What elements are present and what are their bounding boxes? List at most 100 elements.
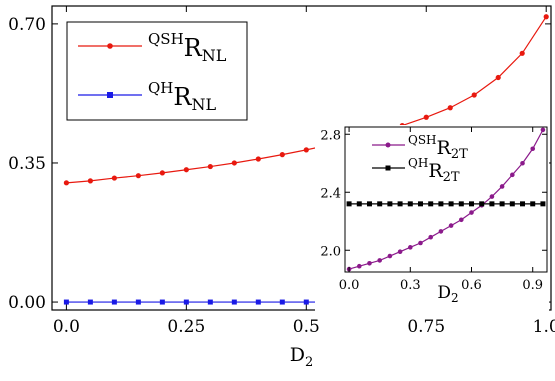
- inset-x-tick-label: 0.3: [400, 278, 421, 293]
- inset-x-axis-label-main: D: [437, 283, 451, 303]
- legend-label-qsh-rnl: QSHRNL: [148, 30, 227, 65]
- inset-series-point-1: [438, 201, 444, 207]
- inset-y-tick-label: 2.4: [320, 186, 341, 201]
- inset-series-point-0: [540, 127, 546, 133]
- main-series-point-0: [543, 14, 549, 20]
- main-series-point-1: [255, 299, 261, 305]
- main-x-tick-label: 1.0: [533, 317, 555, 337]
- inset-series-point-1: [469, 201, 475, 207]
- main-x-tick-label: 0.75: [407, 317, 445, 337]
- main-x-tick-label: 0.0: [53, 317, 80, 337]
- inset-legend-label-qsh-r2t-sub: 2T: [451, 147, 468, 162]
- main-x-tick-label: 0.5: [293, 317, 320, 337]
- inset-series-point-0: [418, 240, 423, 246]
- inset-series-point-1: [377, 201, 383, 207]
- inset-series-point-1: [407, 201, 413, 207]
- inset-x-tick-label: 0.9: [522, 278, 543, 293]
- legend-label-qsh-rnl-main: R: [184, 34, 203, 62]
- main-legend: QSHRNL QHRNL: [66, 21, 248, 121]
- main-series-point-0: [279, 152, 285, 158]
- legend-marker-qh-rnl: [107, 92, 113, 98]
- inset-series-point-0: [387, 253, 393, 259]
- inset-series-point-1: [346, 201, 352, 207]
- main-tick-labels: 0.0 0.25 0.5 0.75 1.0 0.00 0.35 0.70: [8, 15, 555, 337]
- inset-series-point-1: [479, 201, 485, 207]
- inset-legend-marker-qsh-r2t: [385, 142, 391, 148]
- legend-entry-qh-rnl: QHRNL: [78, 79, 216, 114]
- main-series-point-0: [303, 147, 309, 153]
- main-series-point-0: [471, 92, 477, 98]
- inset-series-point-0: [489, 194, 495, 199]
- inset-legend-entry-qsh-r2t: QSHR2T: [372, 133, 468, 162]
- legend-label-qh-rnl-sub: NL: [191, 95, 216, 114]
- inset-series-point-1: [387, 201, 393, 207]
- inset-legend-label-qh-r2t-sub: 2T: [443, 170, 460, 185]
- inset-legend: QSHR2T QHR2T: [372, 133, 468, 185]
- main-series-point-1: [183, 299, 189, 305]
- main-series-point-0: [135, 173, 141, 179]
- inset-axis-ticks: [345, 127, 547, 272]
- main-series-point-0: [183, 167, 189, 173]
- inset-legend-label-qh-r2t-main: R: [428, 160, 443, 182]
- inset-plot-frame: [344, 126, 548, 273]
- main-series-point-1: [231, 299, 237, 305]
- inset-series-point-1: [509, 201, 515, 207]
- main-series-point-0: [495, 74, 501, 81]
- legend-label-qsh-rnl-sup: QSH: [148, 30, 184, 48]
- inset-series-point-0: [510, 172, 515, 178]
- main-series-point-1: [159, 299, 165, 305]
- main-series-point-0: [519, 50, 525, 56]
- inset-series-point-0: [448, 223, 454, 228]
- main-y-tick-label: 0.70: [8, 15, 46, 35]
- inset-series-point-0: [428, 234, 433, 240]
- main-series-point-0: [87, 178, 93, 184]
- main-series-point-1: [63, 299, 69, 305]
- main-series-point-1: [279, 299, 285, 305]
- legend-label-qh-rnl: QHRNL: [148, 79, 216, 114]
- inset-series-point-1: [499, 201, 505, 207]
- inset-plot: 0.0 0.3 0.6 0.92.02.42.8 D2 QSHR2T QHR2T: [315, 125, 549, 318]
- inset-series-point-1: [417, 201, 423, 207]
- inset-x-tick-label: 0.0: [339, 278, 360, 293]
- main-x-axis-label: D2: [290, 344, 314, 370]
- inset-series-point-0: [438, 229, 444, 234]
- inset-series-point-0: [530, 146, 536, 152]
- inset-background: [315, 125, 549, 318]
- inset-series-point-0: [367, 261, 372, 266]
- inset-series-point-1: [489, 201, 495, 207]
- inset-legend-label-qsh-r2t-sup: QSH: [408, 133, 437, 147]
- inset-series-point-0: [356, 263, 362, 269]
- inset-legend-label-qsh-r2t: QSHR2T: [408, 133, 468, 162]
- inset-x-axis-label: D2: [437, 283, 458, 305]
- inset-x-tick-label: 0.6: [461, 278, 482, 293]
- main-series-point-1: [87, 299, 93, 305]
- inset-series-point-1: [520, 201, 526, 207]
- main-y-tick-label: 0.35: [8, 154, 46, 174]
- main-plot-frame: [51, 5, 552, 311]
- inset-series-point-0: [520, 160, 525, 166]
- main-series-point-0: [111, 175, 117, 181]
- inset-y-tick-label: 2.0: [320, 244, 341, 259]
- legend-label-qh-rnl-sup: QH: [148, 79, 173, 97]
- main-x-axis-label-main: D: [290, 344, 305, 366]
- inset-series-point-0: [469, 210, 474, 215]
- inset-series-point-1: [428, 201, 434, 207]
- main-x-axis-label-sub: 2: [305, 355, 313, 370]
- main-series-point-0: [159, 170, 165, 176]
- legend-label-qh-rnl-main: R: [173, 83, 192, 111]
- inset-series-point-0: [499, 184, 505, 189]
- main-series-point-1: [111, 299, 117, 305]
- inset-series-point-1: [356, 201, 362, 207]
- inset-series-point-0: [459, 217, 464, 223]
- inset-legend-label-qh-r2t-sup: QH: [408, 156, 428, 170]
- inset-tick-labels: 0.0 0.3 0.6 0.9 2.0 2.4 2.8: [320, 128, 543, 293]
- main-series-point-1: [303, 299, 309, 305]
- main-series-point-0: [447, 105, 453, 111]
- inset-series-point-1: [530, 201, 536, 207]
- inset-series-point-0: [377, 258, 382, 263]
- inset-series-point-0: [407, 245, 413, 250]
- legend-label-qsh-rnl-sub: NL: [202, 46, 227, 65]
- legend-marker-qsh-rnl: [107, 43, 113, 49]
- main-series-point-1: [135, 299, 141, 305]
- main-x-tick-label: 0.25: [167, 317, 205, 337]
